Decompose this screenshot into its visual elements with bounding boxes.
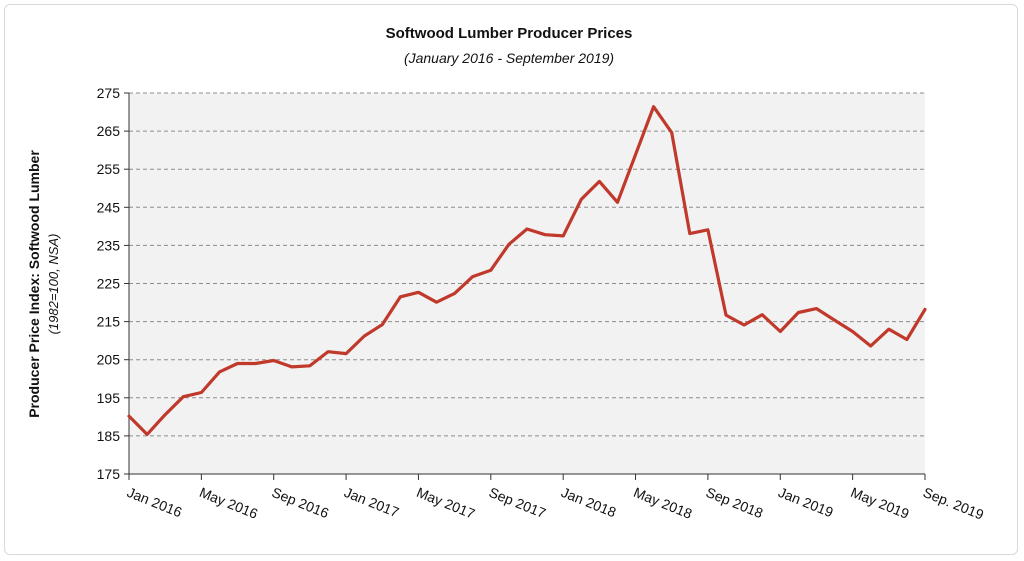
data-point: [671, 132, 673, 134]
x-tick-label: May 2017: [414, 484, 477, 522]
data-point: [797, 311, 799, 313]
data-point: [616, 201, 618, 203]
series-softwood-lumber: [127, 105, 927, 436]
data-point: [164, 414, 166, 416]
plot-area: [129, 93, 925, 474]
data-point: [237, 363, 239, 365]
data-point: [580, 198, 582, 200]
data-point: [852, 331, 854, 333]
x-axis: [128, 93, 925, 475]
x-tick-label: Jan 2019: [776, 484, 836, 520]
chart-subtitle: (January 2016 - September 2019): [404, 50, 614, 66]
x-tick-label: May 2018: [631, 484, 694, 522]
x-tick-label: Sep 2017: [487, 484, 549, 521]
y-tick-label: 205: [97, 352, 121, 368]
data-point: [273, 359, 275, 361]
data-point: [436, 301, 438, 303]
x-tick-label: Sep 2016: [270, 484, 332, 521]
y-axis-ticks: 175 185 195 205 215 225 235 245 255 265 275: [97, 85, 129, 482]
y-tick-label: 255: [97, 161, 121, 177]
data-point: [128, 415, 130, 417]
data-point: [255, 363, 257, 365]
data-point: [218, 371, 220, 373]
data-point: [200, 391, 202, 393]
y-tick-label: 275: [97, 85, 121, 101]
data-point: [743, 324, 745, 326]
data-point: [291, 366, 293, 368]
data-point: [653, 106, 655, 108]
data-point: [924, 308, 926, 310]
data-point: [345, 353, 347, 355]
y-tick-label: 215: [97, 314, 121, 330]
x-tick-label: Jan 2017: [342, 484, 402, 520]
data-point: [689, 233, 691, 235]
data-point: [363, 335, 365, 337]
x-tick-label: May 2016: [197, 484, 260, 522]
x-tick-label: May 2019: [849, 484, 912, 522]
chart-title: Softwood Lumber Producer Prices: [386, 25, 633, 42]
data-point: [635, 154, 637, 156]
y-axis-sublabel: (1982=100, NSA): [46, 234, 61, 335]
data-point: [508, 243, 510, 245]
data-point: [472, 276, 474, 278]
data-point: [598, 180, 600, 182]
data-point: [761, 314, 763, 316]
x-axis-ticks: Jan 2016 May 2016 Sep 2016 Jan 2017 May 2017…: [125, 474, 986, 523]
data-point: [490, 269, 492, 271]
y-tick-label: 225: [97, 276, 121, 292]
data-point: [381, 324, 383, 326]
data-point: [544, 234, 546, 236]
x-tick-label: Jan 2018: [559, 484, 619, 520]
y-tick-label: 245: [97, 199, 121, 215]
data-point: [399, 296, 401, 298]
data-point: [707, 229, 709, 231]
data-point: [417, 291, 419, 293]
data-point: [562, 235, 564, 237]
data-point: [906, 339, 908, 341]
y-tick-label: 265: [97, 123, 121, 139]
y-axis-label: Producer Price Index: Softwood Lumber: [26, 150, 42, 418]
data-point: [870, 345, 872, 347]
x-tick-label: Sep 2018: [704, 484, 766, 521]
x-tick-label: Jan 2016: [125, 484, 185, 520]
data-point: [779, 331, 781, 333]
data-point: [454, 292, 456, 294]
data-point: [815, 308, 817, 310]
data-point: [327, 351, 329, 353]
data-point: [182, 396, 184, 398]
y-tick-label: 235: [97, 237, 121, 253]
data-point: [834, 319, 836, 321]
data-point: [146, 433, 148, 435]
y-tick-label: 195: [97, 390, 121, 406]
data-point: [526, 228, 528, 230]
data-point: [309, 365, 311, 367]
data-point: [888, 328, 890, 330]
data-point: [725, 314, 727, 316]
y-tick-label: 185: [97, 428, 121, 444]
y-tick-label: 175: [97, 466, 121, 482]
x-tick-label: Sep. 2019: [921, 484, 986, 523]
